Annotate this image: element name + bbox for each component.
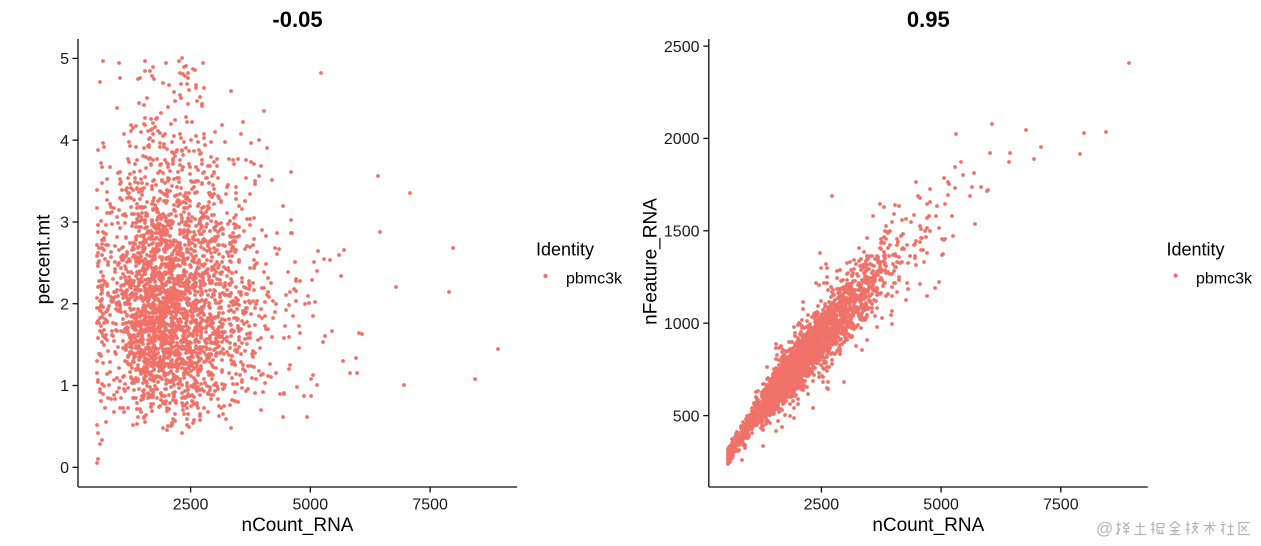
svg-text:7500: 7500: [1043, 497, 1079, 514]
svg-text:2500: 2500: [804, 497, 840, 514]
svg-text:0: 0: [60, 460, 69, 477]
svg-text:nCount_RNA: nCount_RNA: [242, 515, 354, 536]
svg-text:Identity: Identity: [536, 240, 594, 260]
svg-text:Identity: Identity: [1167, 240, 1225, 260]
svg-text:2: 2: [60, 296, 69, 313]
svg-text:pbmc3k: pbmc3k: [566, 271, 623, 288]
svg-text:nCount_RNA: nCount_RNA: [872, 515, 984, 536]
svg-text:0.95: 0.95: [907, 7, 950, 32]
svg-text:4: 4: [60, 133, 69, 150]
svg-text:1500: 1500: [664, 224, 700, 241]
svg-text:-0.05: -0.05: [272, 7, 322, 32]
svg-text:1000: 1000: [664, 316, 700, 333]
svg-text:2500: 2500: [664, 39, 700, 56]
svg-text:percent.mt: percent.mt: [34, 214, 55, 304]
svg-text:3: 3: [60, 215, 69, 232]
svg-text:nFeature_RNA: nFeature_RNA: [641, 198, 662, 325]
svg-text:2500: 2500: [173, 497, 209, 514]
svg-text:2000: 2000: [664, 131, 700, 148]
svg-text:500: 500: [673, 408, 700, 425]
svg-text:7500: 7500: [412, 497, 448, 514]
svg-text:5000: 5000: [923, 497, 959, 514]
svg-text:1: 1: [60, 378, 69, 395]
svg-text:@: @: [1096, 519, 1113, 538]
svg-text:5000: 5000: [293, 497, 329, 514]
svg-text:pbmc3k: pbmc3k: [1196, 271, 1253, 288]
svg-text:5: 5: [60, 51, 69, 68]
